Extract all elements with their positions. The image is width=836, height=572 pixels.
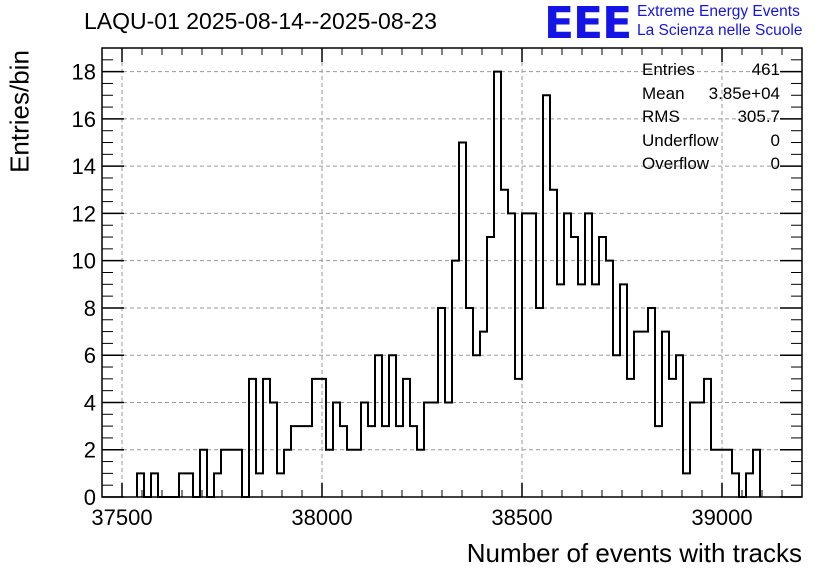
stats-value: 0 bbox=[770, 154, 780, 173]
y-axis-label: Entries/bin bbox=[4, 50, 35, 173]
stats-value: 0 bbox=[770, 130, 780, 150]
stats-value: 461 bbox=[751, 60, 780, 79]
stats-label: Overflow bbox=[642, 154, 710, 173]
stats-value: 305.7 bbox=[737, 107, 780, 126]
stats-row-mean: Mean 3.85e+04 bbox=[642, 82, 780, 106]
y-tick-label: 16 bbox=[72, 107, 96, 132]
y-tick-label: 8 bbox=[84, 296, 96, 321]
stats-value: 3.85e+04 bbox=[708, 83, 780, 103]
x-tick-label: 38000 bbox=[291, 505, 352, 530]
y-tick-label: 4 bbox=[84, 390, 96, 415]
x-tick-label: 39000 bbox=[691, 505, 752, 530]
y-tick-label: 12 bbox=[72, 201, 96, 226]
y-tick-label: 18 bbox=[72, 60, 96, 85]
stats-row-underflow: Underflow 0 bbox=[642, 129, 780, 153]
stats-box: Entries 461 Mean 3.85e+04 RMS 305.7 Underfl… bbox=[642, 58, 780, 176]
y-tick-label: 6 bbox=[84, 343, 96, 368]
x-tick-label: 38500 bbox=[491, 505, 552, 530]
eee-logo: EEE bbox=[544, 0, 632, 49]
histogram-outline bbox=[136, 70, 761, 498]
axis-ticks bbox=[101, 47, 803, 498]
x-axis-label: Number of events with tracks bbox=[466, 538, 802, 568]
tick-labels: 0 2 4 6 8 10 12 14 16 18 37500 38000 38500 39000 bbox=[72, 60, 753, 530]
stats-label: Entries bbox=[642, 60, 695, 79]
chart-title: LAQU-01 2025-08-14--2025-08-23 bbox=[84, 8, 437, 34]
stats-row-rms: RMS 305.7 bbox=[642, 105, 780, 129]
stats-label: Underflow bbox=[642, 130, 719, 150]
y-tick-label: 10 bbox=[72, 249, 96, 274]
stats-label: RMS bbox=[642, 107, 680, 126]
stats-row-overflow: Overflow 0 bbox=[642, 152, 780, 176]
y-tick-label: 14 bbox=[72, 154, 96, 179]
y-tick-label: 0 bbox=[84, 485, 96, 510]
stats-row-entries: Entries 461 bbox=[642, 58, 780, 82]
logo-line-1: Extreme Energy Events bbox=[637, 3, 800, 20]
logo-line-2: La Scienza nelle Scuole bbox=[637, 22, 803, 39]
logo-text: Extreme Energy Events La Scienza nelle S… bbox=[637, 2, 802, 40]
y-tick-label: 2 bbox=[84, 438, 96, 463]
x-tick-label: 37500 bbox=[91, 505, 152, 530]
stats-label: Mean bbox=[642, 83, 685, 103]
